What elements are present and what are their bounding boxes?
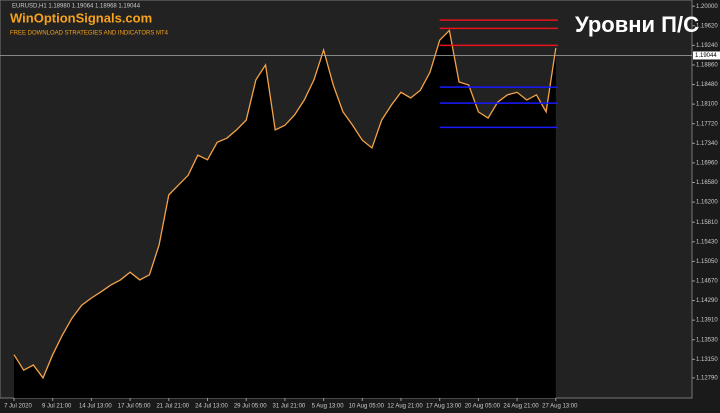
y-tick-label: 1.17720 <box>696 121 718 127</box>
y-tick-label: 1.20000 <box>696 4 718 10</box>
y-tick-label: 1.14670 <box>696 279 718 285</box>
price-line <box>13 29 557 380</box>
y-tick-label: 1.14290 <box>696 298 718 304</box>
y-tick-label: 1.15050 <box>696 259 718 265</box>
x-tick-label: 14 Jul 13:00 <box>79 404 112 410</box>
current-price-label: 1.19044 <box>695 53 717 59</box>
x-tick-label: 9 Jul 21:00 <box>42 404 72 410</box>
y-tick-label: 1.15810 <box>696 220 718 226</box>
y-tick-label: 1.19620 <box>696 23 718 29</box>
x-tick-label: 31 Jul 21:00 <box>273 404 306 410</box>
brand-subtitle: FREE DOWNLOAD STRATEGIES AND INDICATORS … <box>10 31 169 37</box>
x-tick-label: 20 Aug 05:00 <box>465 404 501 410</box>
x-tick-label: 24 Jul 13:00 <box>195 404 228 410</box>
x-tick-label: 27 Aug 13:00 <box>542 404 578 410</box>
y-tick-label: 1.13530 <box>696 337 718 343</box>
y-tick-label: 1.18480 <box>696 82 718 88</box>
x-tick-label: 7 Jul 2020 <box>4 404 32 410</box>
plot-layer <box>0 19 692 398</box>
y-tick-label: 1.15430 <box>696 239 718 245</box>
current-price-box <box>693 51 720 60</box>
y-tick-label: 1.18860 <box>696 63 718 69</box>
y-tick-label: 1.16200 <box>696 200 718 206</box>
y-tick-label: 1.12790 <box>696 375 718 381</box>
symbol-info: EURUSD,H1 1.18980 1.19064 1.18968 1.1904… <box>12 4 141 10</box>
x-tick-label: 24 Aug 21:00 <box>503 404 539 410</box>
y-tick-label: 1.13910 <box>696 318 718 324</box>
x-tick-label: 29 Jul 05:00 <box>234 404 267 410</box>
price-area <box>14 30 556 398</box>
y-tick-label: 1.19240 <box>696 43 718 49</box>
x-tick-label: 21 Jul 21:00 <box>156 404 189 410</box>
brand: WinOptionSignals.com <box>10 10 152 25</box>
y-tick-label: 1.18100 <box>696 102 718 108</box>
y-tick-label: 1.17340 <box>696 141 718 147</box>
x-tick-label: 10 Aug 05:00 <box>349 404 385 410</box>
x-tick-label: 12 Aug 21:00 <box>387 404 423 410</box>
y-tick-label: 1.13150 <box>696 357 718 363</box>
x-tick-label: 17 Jul 05:00 <box>118 404 151 410</box>
x-tick-label: 5 Aug 13:00 <box>312 404 345 410</box>
chart-title: Уровни П/С <box>575 12 699 37</box>
x-tick-label: 17 Aug 13:00 <box>426 404 462 410</box>
y-tick-label: 1.16960 <box>696 160 718 166</box>
y-tick-label: 1.16580 <box>696 180 718 186</box>
